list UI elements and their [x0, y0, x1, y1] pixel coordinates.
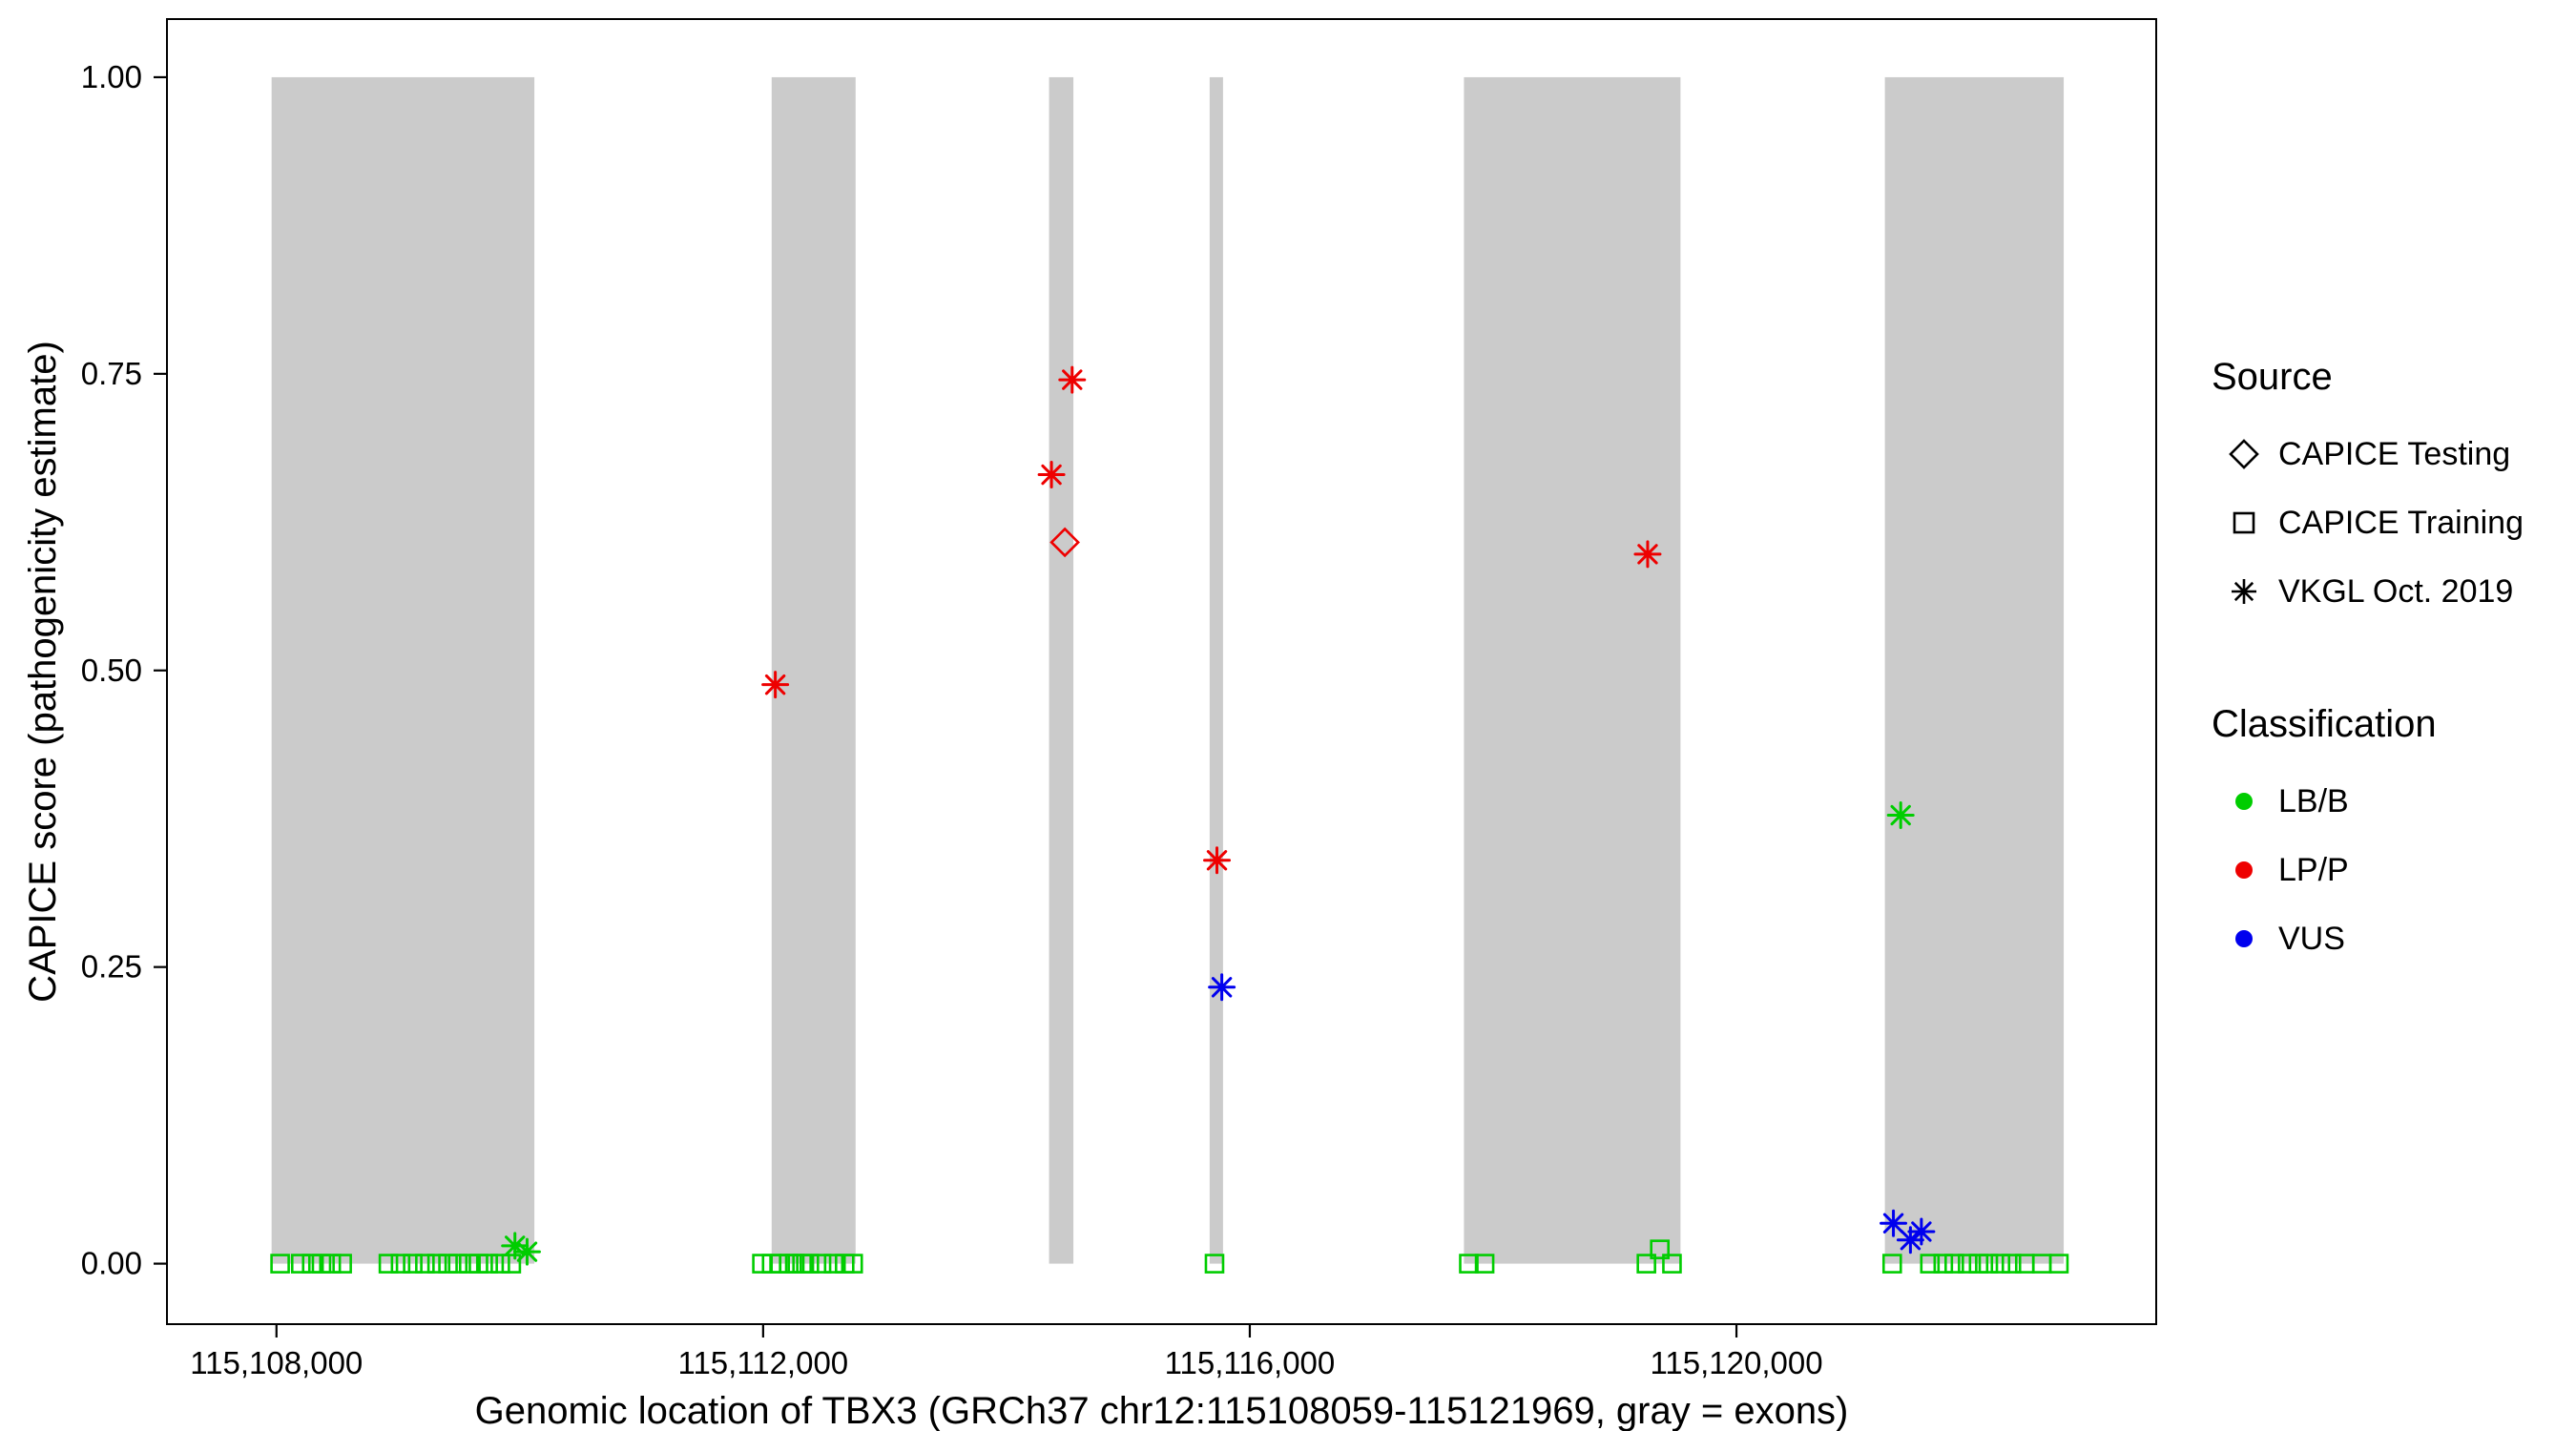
data-point-square	[1920, 1254, 1941, 1274]
data-point-square	[478, 1254, 498, 1274]
data-point-square	[1978, 1254, 1999, 1274]
data-point-asterisk	[1886, 800, 1915, 829]
data-point-square	[321, 1254, 342, 1274]
square-icon	[2233, 511, 2255, 534]
data-point-square	[1650, 1239, 1671, 1259]
x-tick-label: 115,116,000	[1165, 1345, 1336, 1380]
data-point-square	[332, 1254, 352, 1274]
legend-item-label: LB/B	[2278, 782, 2349, 819]
data-point-square	[1474, 1254, 1495, 1274]
data-point-square	[501, 1254, 522, 1274]
data-point-square	[2001, 1254, 2022, 1274]
legend-item-vus: VUS	[2212, 904, 2524, 973]
data-point-square	[842, 1254, 863, 1274]
data-point-square	[1990, 1254, 2011, 1274]
y-tick-label: 0.75	[81, 356, 142, 391]
legend-item-label: VUS	[2278, 920, 2345, 957]
legend-item-lpp: LP/P	[2212, 836, 2524, 904]
panel-border	[166, 18, 2157, 1325]
data-point-asterisk	[1208, 973, 1236, 1002]
data-point-asterisk	[501, 1232, 530, 1260]
legend-source-title: Source	[2212, 356, 2333, 398]
legend-item-vkgl: VKGL Oct. 2019	[2212, 557, 2524, 626]
data-point-square	[1636, 1254, 1656, 1274]
exon-band	[1884, 76, 2065, 1264]
data-point-square	[447, 1254, 468, 1274]
exon-band	[271, 76, 535, 1264]
data-point-square	[1662, 1254, 1682, 1274]
blue-dot-icon	[2235, 930, 2253, 947]
legend-classification-title: Classification	[2212, 703, 2437, 745]
asterisk-icon	[2232, 579, 2256, 604]
data-point-square	[1933, 1254, 1954, 1274]
data-point-asterisk	[512, 1237, 541, 1266]
y-tick-label: 0.50	[81, 653, 142, 688]
exon-band	[1049, 76, 1074, 1264]
exon-band	[771, 76, 856, 1264]
data-point-asterisk	[761, 671, 790, 699]
y-tick-label: 1.00	[81, 59, 142, 94]
data-point-square	[811, 1254, 832, 1274]
data-point-square	[426, 1254, 447, 1274]
data-point-square	[490, 1254, 510, 1274]
x-tick-label: 115,112,000	[678, 1345, 849, 1380]
legend-spacer	[2212, 626, 2524, 702]
legend-item-label: CAPICE Training	[2278, 504, 2524, 541]
data-point-square	[1958, 1254, 1978, 1274]
data-point-square	[390, 1254, 411, 1274]
legend-item-label: VKGL Oct. 2019	[2278, 572, 2514, 610]
green-dot-icon	[2235, 793, 2253, 810]
data-point-square	[800, 1254, 820, 1274]
data-point-square	[415, 1254, 435, 1274]
data-point-asterisk	[1880, 1209, 1908, 1237]
data-point-diamond	[1049, 527, 1080, 558]
data-point-square	[378, 1254, 399, 1274]
data-point-asterisk	[1907, 1217, 1936, 1246]
exon-band	[1464, 76, 1681, 1264]
y-axis-title: CAPICE score (pathogenicity estimate)	[22, 341, 64, 1003]
data-point-asterisk	[1633, 540, 1662, 569]
data-point-square	[1881, 1254, 1902, 1274]
data-point-square	[403, 1254, 423, 1274]
data-point-square	[1944, 1254, 1964, 1274]
data-point-asterisk	[1896, 1226, 1924, 1255]
red-dot-icon	[2235, 861, 2253, 879]
data-point-square	[270, 1254, 290, 1274]
legend-item-lbb: LB/B	[2212, 767, 2524, 836]
exon-band	[1209, 76, 1223, 1264]
x-tick-label: 115,120,000	[1651, 1345, 1823, 1380]
data-point-square	[290, 1254, 311, 1274]
x-axis-title: Genomic location of TBX3 (GRCh37 chr12:1…	[475, 1390, 1849, 1431]
data-point-square	[2048, 1254, 2069, 1274]
data-point-square	[1459, 1254, 1479, 1274]
legend-item-label: CAPICE Testing	[2278, 435, 2511, 472]
legend-item-label: LP/P	[2278, 851, 2349, 888]
data-point-square	[823, 1254, 844, 1274]
data-point-asterisk	[1058, 365, 1087, 394]
legend-item-capice-training: CAPICE Training	[2212, 488, 2524, 557]
legend-item-capice-testing: CAPICE Testing	[2212, 420, 2524, 488]
x-tick-label: 115,108,000	[190, 1345, 363, 1380]
y-tick-label: 0.00	[81, 1246, 142, 1281]
data-point-asterisk	[1037, 461, 1066, 489]
data-point-asterisk	[1203, 846, 1232, 875]
legend: Source CAPICE Testing CAPICE Training VK…	[2212, 355, 2524, 973]
y-tick-label: 0.25	[81, 949, 142, 985]
data-point-square	[1204, 1254, 1225, 1274]
diamond-icon	[2229, 439, 2259, 469]
